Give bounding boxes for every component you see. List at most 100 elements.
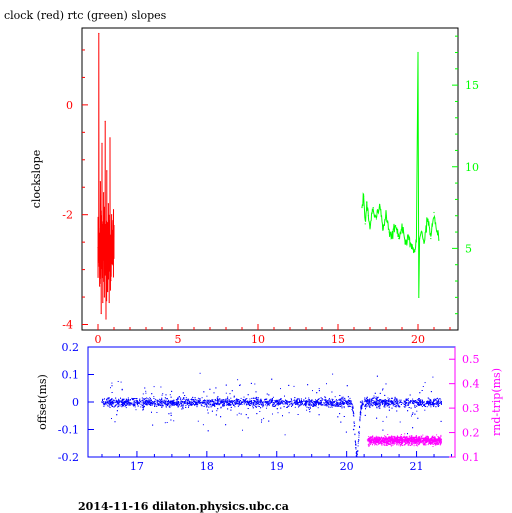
offset-point bbox=[421, 405, 422, 406]
y-tick-label: 0.2 bbox=[62, 341, 80, 354]
offset-point bbox=[217, 408, 218, 409]
offset-point bbox=[149, 403, 150, 404]
offset-point bbox=[142, 398, 143, 399]
offset-point bbox=[212, 401, 213, 402]
offset-point bbox=[356, 451, 357, 452]
offset-point bbox=[246, 398, 247, 399]
offset-point bbox=[314, 401, 315, 402]
offset-point bbox=[385, 407, 386, 408]
offset-point bbox=[408, 405, 409, 406]
offset-point bbox=[435, 404, 436, 405]
offset-point bbox=[189, 402, 190, 403]
rndtrip-point bbox=[392, 445, 393, 446]
offset-point bbox=[183, 408, 184, 409]
offset-point bbox=[377, 403, 378, 404]
offset-point bbox=[182, 407, 183, 408]
offset-point bbox=[176, 402, 177, 403]
rndtrip-point bbox=[381, 438, 382, 439]
offset-point bbox=[194, 401, 195, 402]
offset-point bbox=[199, 403, 200, 404]
offset-point bbox=[354, 426, 355, 427]
offset-point bbox=[266, 408, 267, 409]
offset-point bbox=[159, 401, 160, 402]
offset-point bbox=[224, 399, 225, 400]
offset-point bbox=[331, 402, 332, 403]
offset-point bbox=[278, 405, 279, 406]
offset-point bbox=[177, 402, 178, 403]
rndtrip-point bbox=[385, 439, 386, 440]
clock-point bbox=[105, 318, 106, 319]
offset-point bbox=[241, 414, 242, 415]
offset-point bbox=[280, 388, 281, 389]
offset-point bbox=[211, 406, 212, 407]
offset-point bbox=[219, 401, 220, 402]
x-tick-label: 5 bbox=[175, 333, 182, 346]
offset-point bbox=[113, 400, 114, 401]
offset-point bbox=[306, 410, 307, 411]
offset-point bbox=[359, 426, 360, 427]
offset-point bbox=[139, 403, 140, 404]
offset-point bbox=[341, 403, 342, 404]
offset-point bbox=[241, 398, 242, 399]
offset-point bbox=[167, 398, 168, 399]
offset-point bbox=[408, 403, 409, 404]
offset-point bbox=[357, 450, 358, 451]
offset-point bbox=[294, 400, 295, 401]
offset-point bbox=[387, 405, 388, 406]
offset-point bbox=[404, 406, 405, 407]
offset-point bbox=[181, 409, 182, 410]
offset-point bbox=[272, 404, 273, 405]
offset-point bbox=[354, 423, 355, 424]
offset-point bbox=[286, 403, 287, 404]
offset-point bbox=[221, 401, 222, 402]
offset-point bbox=[205, 400, 206, 401]
offset-point bbox=[212, 411, 213, 412]
offset-point bbox=[429, 400, 430, 401]
rtc-point bbox=[427, 218, 428, 219]
offset-point bbox=[342, 398, 343, 399]
offset-point bbox=[128, 399, 129, 400]
offset-point bbox=[410, 402, 411, 403]
offset-point bbox=[388, 403, 389, 404]
offset-point bbox=[239, 405, 240, 406]
offset-point bbox=[177, 404, 178, 405]
offset-point bbox=[223, 405, 224, 406]
offset-point bbox=[378, 402, 379, 403]
offset-point bbox=[258, 397, 259, 398]
offset-point bbox=[158, 405, 159, 406]
offset-point bbox=[168, 413, 169, 414]
rndtrip-point bbox=[411, 436, 412, 437]
offset-point bbox=[209, 389, 210, 390]
rtc-point bbox=[408, 236, 409, 237]
offset-point bbox=[221, 400, 222, 401]
offset-point bbox=[217, 403, 218, 404]
rndtrip-point bbox=[440, 435, 441, 436]
offset-point bbox=[280, 401, 281, 402]
offset-point bbox=[424, 406, 425, 407]
offset-point bbox=[265, 404, 266, 405]
offset-point bbox=[355, 441, 356, 442]
offset-point bbox=[316, 402, 317, 403]
offset-marker bbox=[381, 401, 383, 403]
offset-point bbox=[272, 401, 273, 402]
rndtrip-point bbox=[429, 441, 430, 442]
rndtrip-point bbox=[430, 443, 431, 444]
offset-point bbox=[245, 399, 246, 400]
rtc-point bbox=[389, 231, 390, 232]
offset-point bbox=[197, 404, 198, 405]
offset-point bbox=[332, 399, 333, 400]
offset-point bbox=[412, 402, 413, 403]
offset-point bbox=[355, 442, 356, 443]
offset-point bbox=[103, 403, 104, 404]
offset-point bbox=[408, 400, 409, 401]
offset-point bbox=[166, 405, 167, 406]
offset-point bbox=[383, 421, 384, 422]
offset-point bbox=[409, 401, 410, 402]
rndtrip-point bbox=[437, 439, 438, 440]
offset-point bbox=[375, 393, 376, 394]
rndtrip-point bbox=[392, 440, 393, 441]
offset-point bbox=[184, 395, 185, 396]
offset-point bbox=[303, 405, 304, 406]
offset-point bbox=[431, 391, 432, 392]
clock-point bbox=[108, 203, 109, 204]
